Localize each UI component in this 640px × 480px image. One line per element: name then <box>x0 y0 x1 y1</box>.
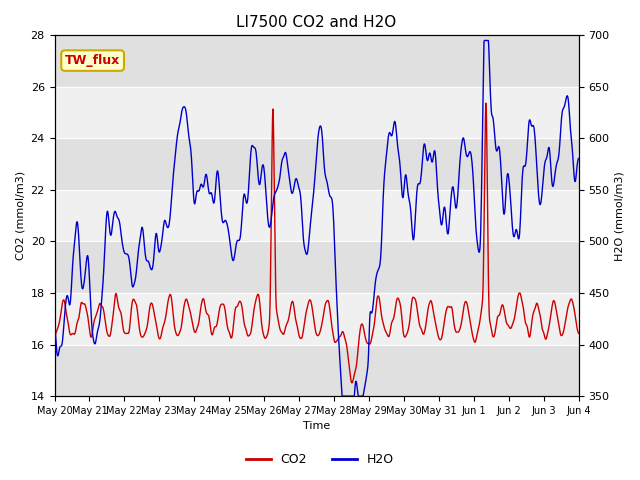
Y-axis label: H2O (mmol/m3): H2O (mmol/m3) <box>615 171 625 261</box>
Y-axis label: CO2 (mmol/m3): CO2 (mmol/m3) <box>15 171 25 260</box>
Bar <box>54 293 579 345</box>
Text: TW_flux: TW_flux <box>65 54 120 67</box>
Title: LI7500 CO2 and H2O: LI7500 CO2 and H2O <box>236 15 397 30</box>
Legend: CO2, H2O: CO2, H2O <box>241 448 399 471</box>
Bar <box>54 190 579 241</box>
Bar <box>54 87 579 138</box>
X-axis label: Time: Time <box>303 421 330 432</box>
